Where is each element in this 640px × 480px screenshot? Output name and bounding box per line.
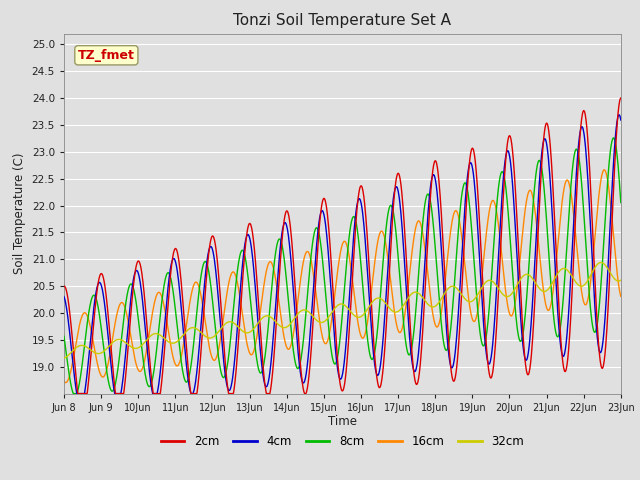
Title: Tonzi Soil Temperature Set A: Tonzi Soil Temperature Set A (234, 13, 451, 28)
Text: TZ_fmet: TZ_fmet (78, 49, 135, 62)
X-axis label: Time: Time (328, 415, 357, 429)
Y-axis label: Soil Temperature (C): Soil Temperature (C) (13, 153, 26, 275)
Legend: 2cm, 4cm, 8cm, 16cm, 32cm: 2cm, 4cm, 8cm, 16cm, 32cm (156, 430, 529, 453)
